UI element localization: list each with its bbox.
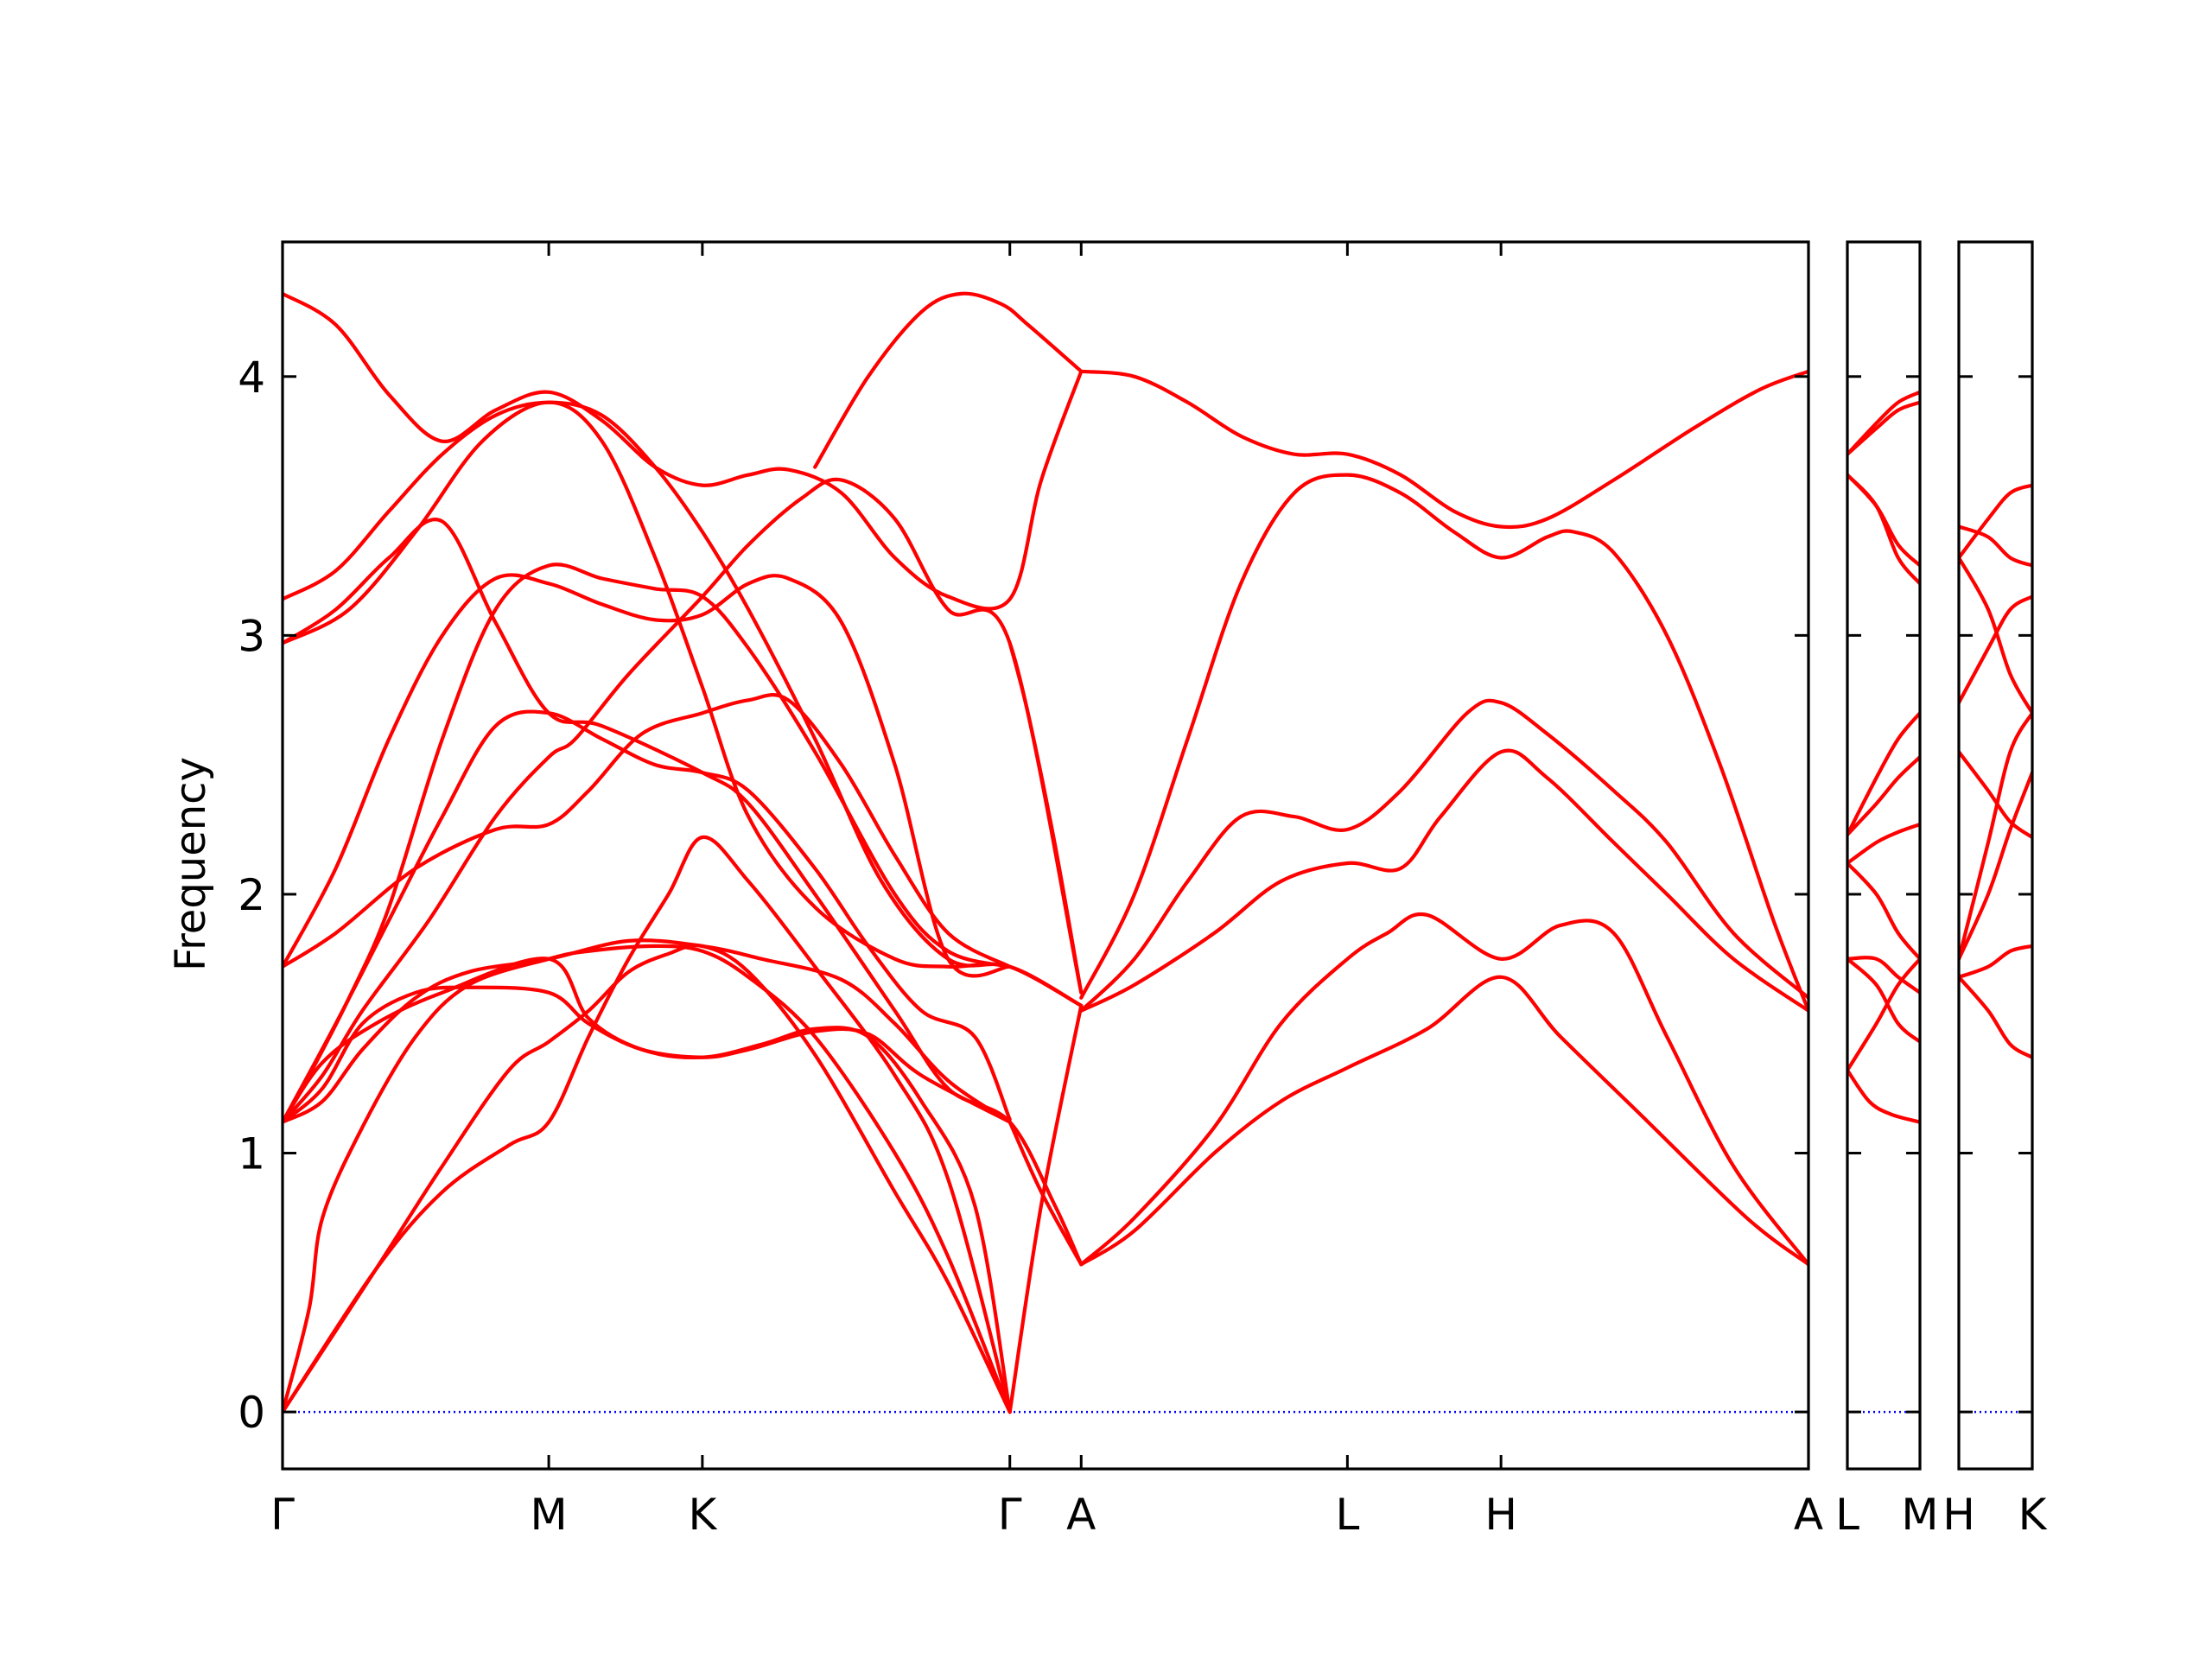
x-tick-label: K <box>688 1490 717 1540</box>
x-tick-label: H <box>1484 1490 1517 1540</box>
x-tick-label: M <box>1901 1490 1938 1540</box>
band-line <box>1847 473 1920 568</box>
band-line <box>1847 957 1920 1072</box>
x-tick-label: Γ <box>998 1490 1022 1540</box>
band-line <box>1007 641 1084 995</box>
panel-hk-bands <box>1959 483 2032 1059</box>
y-tick-label: 0 <box>238 1388 265 1438</box>
band-line <box>283 943 1012 1414</box>
band-line <box>283 985 1012 1124</box>
band-line <box>1959 594 2032 705</box>
band-line <box>283 400 1084 1007</box>
band-line <box>283 400 1084 1007</box>
panel-main-bands <box>283 291 1808 1414</box>
band-line <box>1079 975 1808 1267</box>
band-line <box>283 573 1012 978</box>
band-line <box>1007 1003 1084 1414</box>
band-line <box>1959 556 2032 715</box>
x-tick-label: Γ <box>270 1490 295 1540</box>
band-line <box>1847 957 1920 1044</box>
panel-lm-frame <box>1846 240 1922 1471</box>
y-tick-label: 4 <box>238 353 265 403</box>
y-tick-label: 1 <box>238 1129 265 1179</box>
panel-hk-frame <box>1957 240 2034 1471</box>
x-tick-label: A <box>1794 1490 1823 1540</box>
band-line <box>1959 944 2032 979</box>
band-line <box>1079 748 1808 1013</box>
band-line <box>1079 912 1808 1267</box>
band-line <box>1959 711 2032 961</box>
band-line <box>283 709 1012 1124</box>
band-line <box>1959 975 2032 1059</box>
x-tick-label: M <box>531 1490 568 1540</box>
band-line <box>1959 524 2032 568</box>
band-line <box>1079 369 1808 530</box>
band-line <box>283 835 1012 1414</box>
y-axis-label: Frequency <box>167 757 215 971</box>
x-tick-label: A <box>1066 1490 1096 1540</box>
panel-main-frame <box>281 240 1810 1471</box>
band-line <box>1847 956 1920 995</box>
y-tick-label: 3 <box>238 611 265 661</box>
y-tick-label: 2 <box>238 870 265 920</box>
band-line <box>1847 755 1920 837</box>
band-line <box>1007 1120 1084 1267</box>
band-line <box>283 291 1084 611</box>
band-line <box>283 957 1012 1414</box>
band-line <box>1847 823 1920 866</box>
band-line <box>1847 390 1920 456</box>
band-line <box>1847 861 1920 961</box>
band-line <box>283 693 1012 969</box>
band-line <box>1079 698 1808 1013</box>
x-tick-label: L <box>1835 1490 1859 1540</box>
band-line <box>283 944 1012 1414</box>
x-tick-label: L <box>1335 1490 1359 1540</box>
band-line <box>283 938 1012 1124</box>
band-line <box>1847 1068 1920 1124</box>
band-line <box>1959 771 2032 961</box>
band-line <box>1847 400 1920 456</box>
panel-lm-bands <box>1847 390 1920 1124</box>
band-line <box>283 563 1012 1124</box>
band-line <box>1847 473 1920 586</box>
band-line <box>1959 750 2032 840</box>
band-line <box>1079 473 1808 1013</box>
band-line <box>813 291 1084 469</box>
band-line <box>1959 483 2032 560</box>
x-tick-label: K <box>2018 1490 2048 1540</box>
x-tick-label: H <box>1942 1490 1975 1540</box>
band-line <box>1847 711 1920 837</box>
